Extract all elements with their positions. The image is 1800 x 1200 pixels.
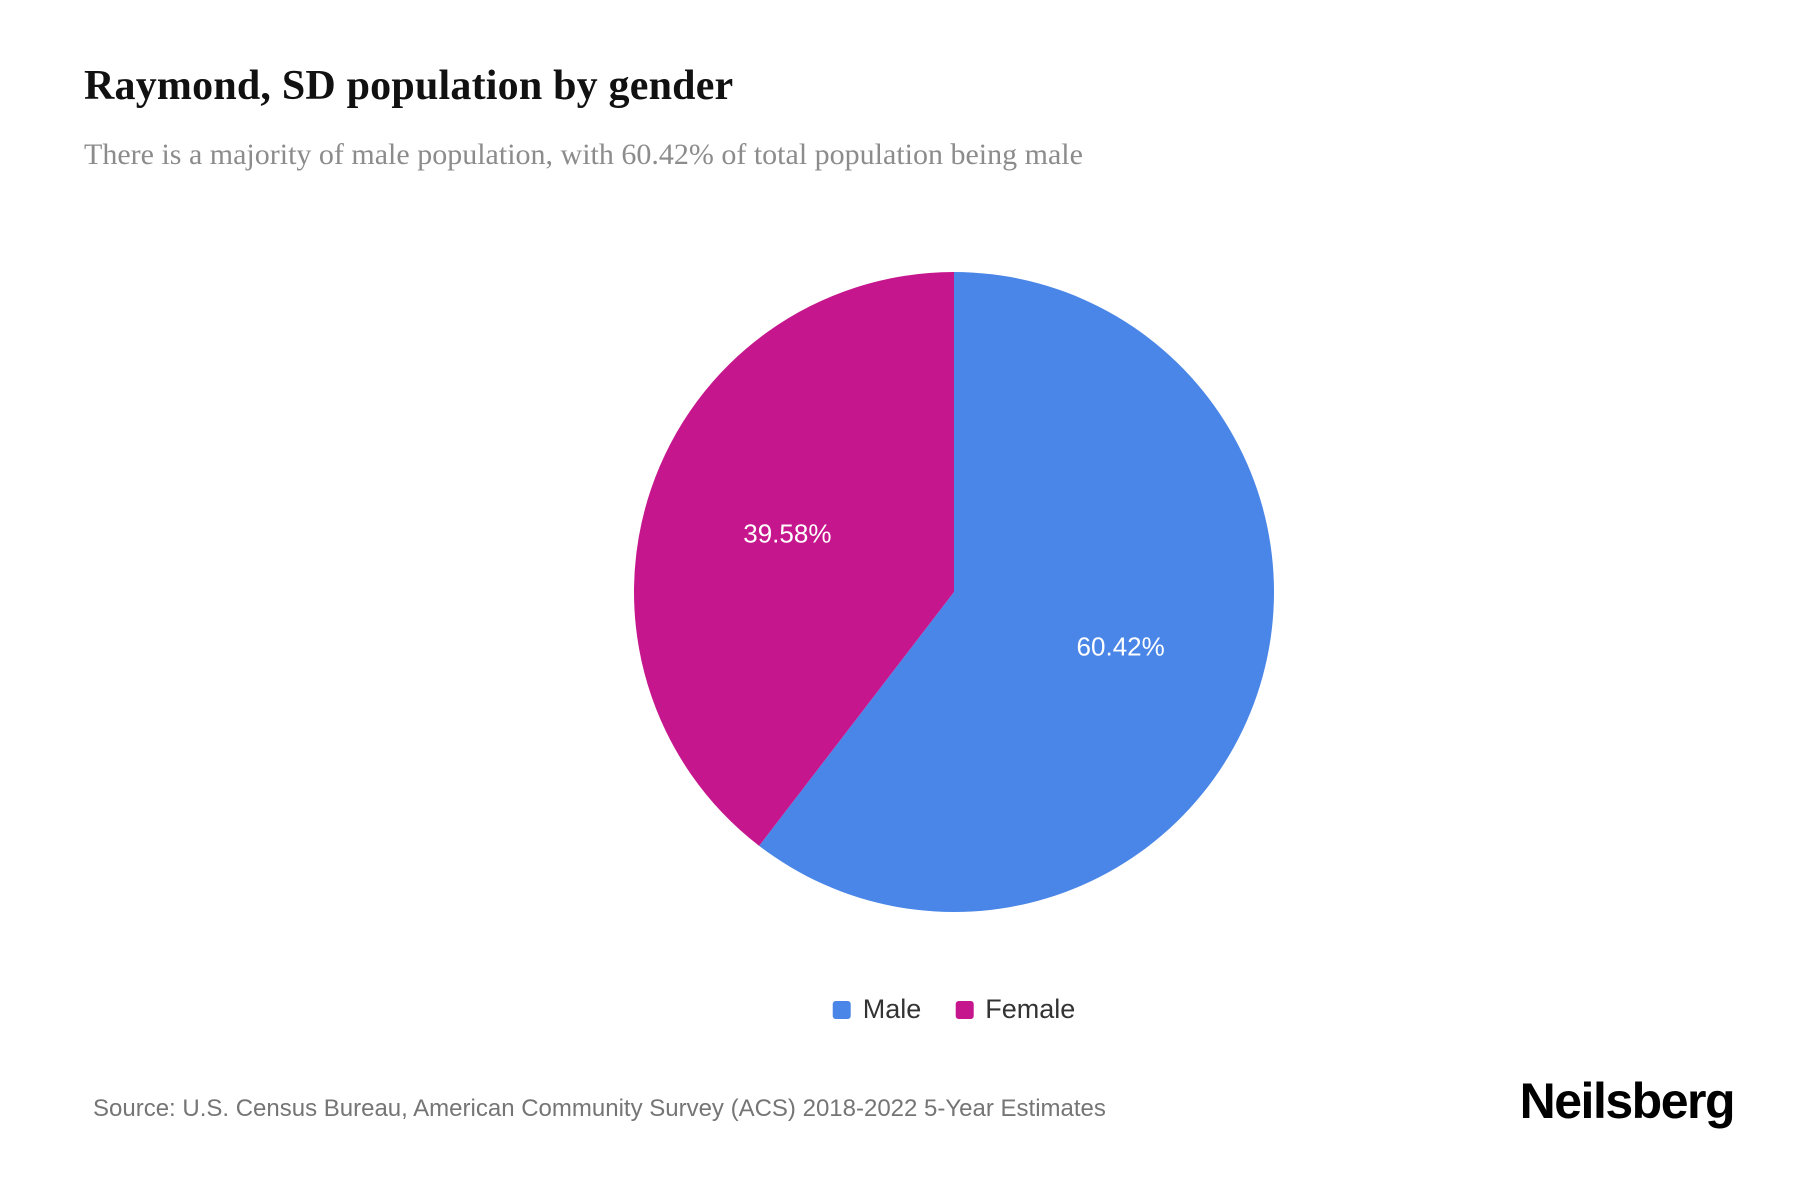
pie-slice-male[interactable] (759, 272, 1274, 912)
female-legend-label: Female (985, 994, 1076, 1024)
chart-subtitle: There is a majority of male population, … (84, 138, 1083, 171)
legend-item-female[interactable]: Female (955, 994, 1075, 1025)
source-text: Source: U.S. Census Bureau, American Com… (93, 1095, 1106, 1122)
male-legend-label: Male (862, 994, 922, 1024)
pie-chart-svg: 60.42% 39.58% (634, 272, 1274, 912)
pie-slice-female[interactable] (634, 272, 954, 846)
pie-chart: 60.42% 39.58% (624, 262, 1284, 922)
legend-item-male[interactable]: Male (832, 994, 922, 1025)
chart-legend: Male Female (832, 994, 1075, 1025)
slice-label-male: 60.42% (1077, 631, 1165, 661)
slice-label-female: 39.58% (743, 518, 831, 548)
female-legend-swatch (955, 1000, 974, 1019)
brand-logo: Neilsberg (1519, 1073, 1736, 1129)
male-legend-swatch (832, 1000, 851, 1019)
chart-title: Raymond, SD population by gender (84, 63, 734, 109)
